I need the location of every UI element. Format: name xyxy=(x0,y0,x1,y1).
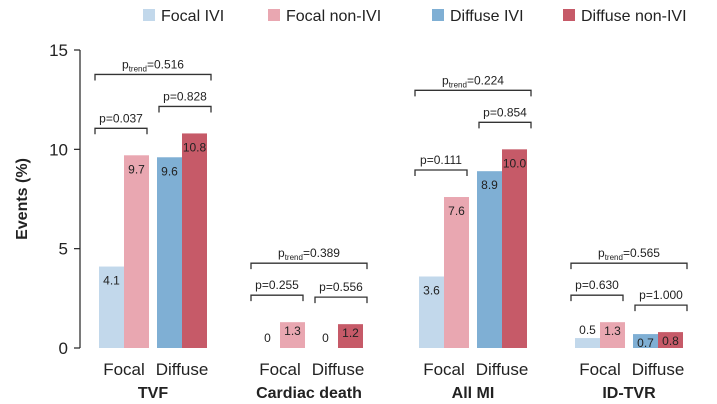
p-bracket xyxy=(94,127,148,135)
legend-swatch xyxy=(268,9,280,21)
p-bracket xyxy=(314,296,368,304)
group-label: ID-TVR xyxy=(602,385,656,402)
bar-value-label: 9.7 xyxy=(128,162,145,176)
p-value-diffuse: p=0.828 xyxy=(163,89,207,103)
bar-id-tvr-2 xyxy=(633,334,658,348)
p-value-focal: p=0.255 xyxy=(255,278,299,292)
legend-swatch xyxy=(563,9,575,21)
p-trend-p: p xyxy=(598,246,605,260)
bar-cardiac-death-1 xyxy=(280,322,305,348)
legend-swatch xyxy=(143,9,155,21)
y-tick-label: 5 xyxy=(59,240,68,259)
p-trend-p: p xyxy=(122,57,129,71)
p-trend-value: =0.224 xyxy=(467,73,504,87)
y-tick-label: 0 xyxy=(59,339,68,358)
p-trend-subscript: trend xyxy=(129,64,147,73)
bar-value-label: 1.3 xyxy=(604,324,621,338)
p-trend-label: ptrend=0.565 xyxy=(598,246,660,262)
bar-value-label: 10.8 xyxy=(183,140,207,154)
axes: 0 5 10 15 Events (%) xyxy=(14,41,81,358)
p-trend-p: p xyxy=(278,246,285,260)
bar-value-label: 8.9 xyxy=(481,178,498,192)
bar-value-label: 3.6 xyxy=(423,283,440,297)
bar-cardiac-death-3 xyxy=(338,324,363,348)
p-trend-subscript: trend xyxy=(605,253,623,262)
p-bracket xyxy=(414,89,532,97)
bar-id-tvr-0 xyxy=(575,338,600,348)
p-bracket xyxy=(250,262,368,270)
p-bracket xyxy=(634,304,688,312)
bar-value-label: 0.7 xyxy=(637,336,654,350)
bar-all-mi-2 xyxy=(477,171,502,348)
subgroup-label-focal: Focal xyxy=(423,360,465,379)
p-trend-p: p xyxy=(442,73,449,87)
bar-id-tvr-3 xyxy=(658,332,683,348)
p-bracket xyxy=(250,294,304,302)
legend-label: Diffuse IVI xyxy=(450,8,524,25)
bar-value-label: 0.5 xyxy=(579,323,596,337)
bar-all-mi-3 xyxy=(502,149,527,348)
p-trend-label: ptrend=0.516 xyxy=(122,57,184,73)
subgroup-label-diffuse: Diffuse xyxy=(156,360,209,379)
p-trend-value: =0.516 xyxy=(147,57,184,71)
bar-tvf-1 xyxy=(124,155,149,348)
group-label: TVF xyxy=(138,385,168,402)
p-value-diffuse: p=1.000 xyxy=(639,288,683,302)
bar-tvf-0 xyxy=(99,266,124,348)
subgroup-label-diffuse: Diffuse xyxy=(312,360,365,379)
p-value-diffuse: p=0.854 xyxy=(483,105,527,119)
bars: 4.1 9.7 9.6 10.8 0 1.3 0 1.2 3.6 7.6 8.9 10.0 0.5 1.3… xyxy=(99,133,683,350)
bar-value-label: 1.3 xyxy=(284,324,301,338)
y-tick-label: 10 xyxy=(49,140,68,159)
bar-value-label: 0 xyxy=(264,331,271,345)
bar-id-tvr-1 xyxy=(600,322,625,348)
bar-value-label: 4.1 xyxy=(103,274,120,288)
p-bracket xyxy=(570,262,688,270)
subgroup-label-diffuse: Diffuse xyxy=(476,360,529,379)
subgroup-label-focal: Focal xyxy=(259,360,301,379)
bar-all-mi-1 xyxy=(444,197,469,348)
group-label: Cardiac death xyxy=(256,385,362,402)
bar-all-mi-0 xyxy=(419,276,444,348)
legend-swatch xyxy=(432,9,444,21)
x-axis-labels: Focal Diffuse TVF Focal Diffuse Cardiac death… xyxy=(103,360,684,402)
bar-value-label: 7.6 xyxy=(448,204,465,218)
subgroup-label-diffuse: Diffuse xyxy=(632,360,685,379)
legend-label: Focal IVI xyxy=(161,8,224,25)
bar-value-label: 0.8 xyxy=(662,334,679,348)
subgroup-label-focal: Focal xyxy=(579,360,621,379)
legend-label: Diffuse non-IVI xyxy=(581,8,687,25)
p-bracket xyxy=(158,105,212,113)
group-label: All MI xyxy=(452,385,495,402)
p-bracket xyxy=(478,121,532,129)
y-axis-label: Events (%) xyxy=(14,158,31,240)
p-bracket xyxy=(570,294,624,302)
p-trend-subscript: trend xyxy=(449,80,467,89)
legend: Focal IVI Focal non-IVI Diffuse IVI Diffuse… xyxy=(143,8,687,25)
p-trend-label: ptrend=0.224 xyxy=(442,73,504,89)
subgroup-label-focal: Focal xyxy=(103,360,145,379)
bar-value-label: 9.6 xyxy=(161,164,178,178)
bar-value-label: 10.0 xyxy=(503,156,527,170)
p-value-diffuse: p=0.556 xyxy=(319,280,363,294)
bar-value-label: 1.2 xyxy=(342,326,359,340)
bar-value-label: 0 xyxy=(322,331,329,345)
p-bracket xyxy=(414,169,468,177)
p-trend-value: =0.565 xyxy=(623,246,660,260)
p-trend-value: =0.389 xyxy=(303,246,340,260)
p-value-focal: p=0.630 xyxy=(575,278,619,292)
p-bracket xyxy=(94,73,212,81)
y-tick-label: 15 xyxy=(49,41,68,60)
p-value-focal: p=0.037 xyxy=(99,111,143,125)
bar-tvf-3 xyxy=(182,133,207,348)
bar-tvf-2 xyxy=(157,157,182,348)
p-trend-label: ptrend=0.389 xyxy=(278,246,340,262)
p-value-focal: p=0.111 xyxy=(420,153,462,167)
p-trend-subscript: trend xyxy=(285,253,303,262)
legend-label: Focal non-IVI xyxy=(286,8,381,25)
